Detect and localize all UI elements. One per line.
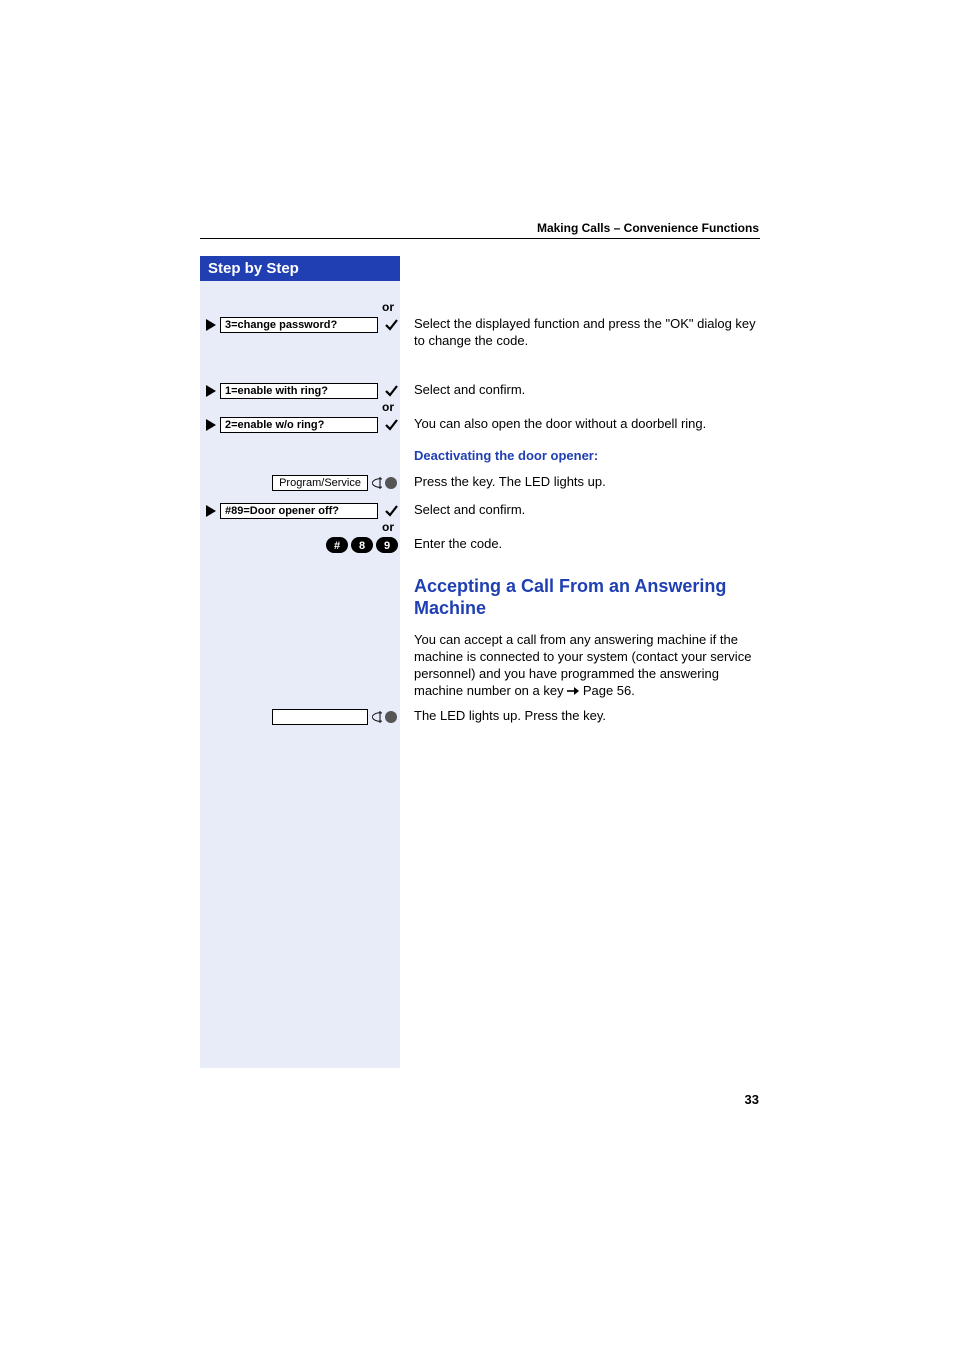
check-icon [384,418,398,432]
eight-key-icon: 8 [351,537,373,553]
heading-accepting-call: Accepting a Call From an Answering Machi… [414,576,764,619]
play-arrow-icon [206,419,216,431]
hash-key-icon: # [326,537,348,553]
menu-enable-wo-ring-label: 2=enable w/o ring? [220,417,378,433]
menu-door-opener-off-label: #89=Door opener off? [220,503,378,519]
play-arrow-icon [206,319,216,331]
svg-text:9: 9 [384,540,390,552]
menu-enable-with-ring: 1=enable with ring? [200,382,400,400]
svg-text:#: # [334,540,340,552]
page-number: 33 [745,1092,759,1107]
menu-enable-with-ring-label: 1=enable with ring? [220,383,378,399]
key-programmed [200,708,400,726]
check-icon [384,504,398,518]
sidebar-title: Step by Step [200,256,400,281]
header-rule [200,238,760,239]
sidebar-background [200,256,400,1068]
or-label: or [200,400,400,414]
led-icon [372,476,398,490]
key-program-service: Program/Service [200,474,400,492]
running-header: Making Calls – Convenience Functions [537,221,759,235]
text-led-press-key: The LED lights up. Press the key. [414,708,764,725]
key-programmed-label [272,709,368,725]
play-arrow-icon [206,505,216,517]
nine-key-icon: 9 [376,537,398,553]
page-ref-arrow-icon [567,686,579,696]
text-enter-code: Enter the code. [414,536,764,553]
menu-change-password-label: 3=change password? [220,317,378,333]
text-select-confirm-1: Select and confirm. [414,382,764,399]
menu-change-password: 3=change password? [200,316,400,334]
led-icon [372,710,398,724]
heading-deactivating: Deactivating the door opener: [414,448,764,463]
check-icon [384,318,398,332]
play-arrow-icon [206,385,216,397]
menu-door-opener-off: #89=Door opener off? [200,502,400,520]
text-press-key-led: Press the key. The LED lights up. [414,474,764,491]
or-label: or [200,520,400,534]
check-icon [384,384,398,398]
key-program-service-label: Program/Service [272,475,368,491]
or-label: or [200,300,400,314]
text-select-confirm-2: Select and confirm. [414,502,764,519]
text-select-change-code: Select the displayed function and press … [414,316,764,350]
text-open-without-ring: You can also open the door without a doo… [414,416,764,433]
text-accepting-body: You can accept a call from any answering… [414,632,764,700]
menu-enable-wo-ring: 2=enable w/o ring? [200,416,400,434]
dial-keys: # 8 9 [200,536,400,554]
svg-text:8: 8 [359,540,365,552]
text-accepting-body-part2: Page 56. [579,683,635,698]
